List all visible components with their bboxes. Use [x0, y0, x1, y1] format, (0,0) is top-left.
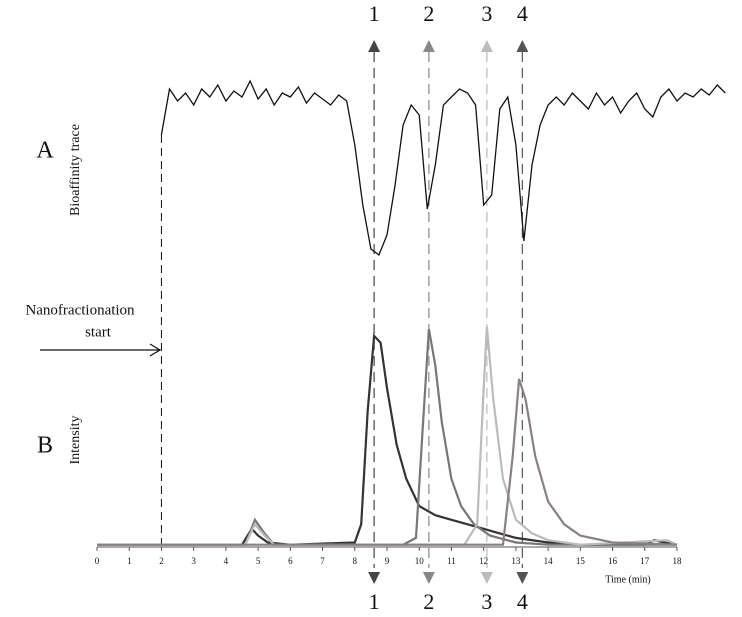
panel-label: B: [37, 433, 53, 459]
x-tick-label: 12: [479, 556, 488, 566]
x-tick-label: 10: [415, 556, 425, 566]
marker-label: 2: [423, 1, 434, 26]
marker-label: 3: [481, 589, 492, 614]
line: [160, 79, 726, 257]
marker-label: 4: [517, 589, 528, 614]
marker-triangle: [368, 572, 381, 584]
line: [97, 378, 678, 546]
marker-label: 4: [517, 1, 528, 26]
x-tick-label: 4: [224, 556, 229, 566]
x-tick-label: 14: [544, 556, 554, 566]
x-tick-label: 15: [576, 556, 586, 566]
arrow-head: [149, 343, 162, 357]
marker-label: 1: [369, 1, 380, 26]
x-tick-label: 18: [673, 556, 683, 566]
marker-triangle: [480, 40, 493, 52]
x-tick-label: 3: [191, 556, 196, 566]
marker-triangle: [516, 572, 529, 584]
marker-triangle: [422, 40, 435, 52]
marker-triangle: [480, 572, 493, 584]
line: [97, 328, 677, 546]
line: [97, 326, 678, 546]
panel-label: A: [36, 138, 54, 164]
x-tick-label: 9: [385, 556, 390, 566]
x-tick-label: 7: [320, 556, 325, 566]
x-axis-label: Time (min): [605, 574, 650, 585]
marker-label: 3: [481, 1, 492, 26]
x-tick-label: 6: [288, 556, 293, 566]
x-tick-label: 11: [447, 556, 456, 566]
marker-label: 1: [369, 589, 380, 614]
x-tick-label: 2: [159, 556, 164, 566]
annotation: start: [85, 324, 112, 340]
x-tick-label: 16: [608, 556, 618, 566]
y-axis-label: Intensity: [68, 416, 83, 465]
marker-triangle: [516, 40, 529, 52]
x-tick-label: 8: [353, 556, 358, 566]
x-tick-label: 1: [127, 556, 132, 566]
marker-triangle: [368, 40, 381, 52]
x-tick-label: 5: [256, 556, 261, 566]
marker-triangle: [422, 572, 435, 584]
x-tick-label: 13: [511, 556, 521, 566]
line: [97, 333, 678, 546]
x-tick-label: 0: [95, 556, 100, 566]
marker-label: 2: [423, 589, 434, 614]
annotation: Nanofractionation: [25, 302, 135, 318]
x-tick-label: 17: [640, 556, 650, 566]
y-axis-label: Bioaffinity trace: [68, 124, 83, 216]
